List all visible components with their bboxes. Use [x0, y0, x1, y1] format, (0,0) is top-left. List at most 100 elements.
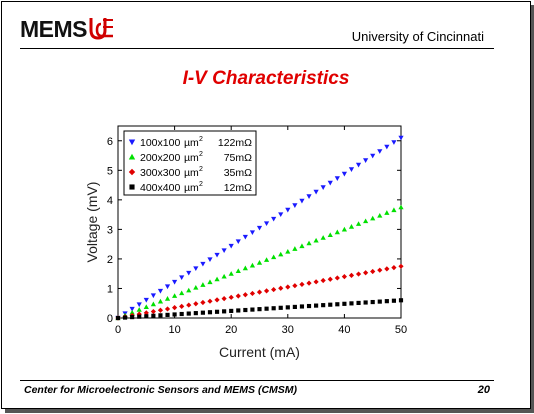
data-point	[320, 277, 326, 284]
data-point	[179, 311, 184, 317]
data-point	[398, 263, 404, 269]
data-point	[370, 268, 376, 275]
data-point	[377, 299, 382, 304]
x-tick-label: 30	[282, 324, 294, 336]
data-point	[384, 144, 390, 150]
legend-unit-label: µm	[184, 182, 199, 194]
data-point	[278, 305, 283, 310]
data-point	[292, 304, 297, 310]
data-point	[242, 234, 248, 240]
x-tick-label: 10	[168, 324, 180, 336]
y-tick-label: 0	[107, 313, 113, 325]
data-point	[391, 140, 397, 145]
data-point	[306, 280, 312, 286]
data-point	[221, 296, 227, 302]
data-point	[335, 302, 340, 307]
plot-frame	[117, 125, 402, 319]
legend-unit-superscript: 2	[199, 181, 203, 188]
data-point	[193, 284, 199, 290]
data-point	[207, 298, 213, 304]
data-point	[285, 305, 290, 310]
data-point	[271, 254, 277, 260]
data-point	[150, 293, 156, 299]
data-point	[377, 149, 383, 154]
legend-size-label: 100x100	[140, 137, 180, 149]
data-point	[348, 272, 355, 278]
data-point	[356, 300, 361, 306]
data-point	[186, 270, 192, 276]
data-point	[299, 304, 305, 309]
legend-size-label: 400x400	[140, 182, 180, 194]
data-point	[249, 262, 256, 268]
legend-marker	[129, 184, 135, 190]
data-point	[200, 310, 205, 315]
series-400x400	[115, 298, 404, 321]
data-point	[236, 308, 241, 313]
data-point	[235, 293, 241, 299]
data-point	[320, 235, 326, 240]
data-point	[341, 274, 347, 280]
y-tick-label: 2	[107, 254, 113, 266]
data-point	[136, 302, 142, 308]
data-point	[334, 176, 340, 181]
data-point	[186, 302, 192, 308]
data-point	[200, 282, 206, 287]
data-point	[157, 307, 164, 313]
y-tick-label: 3	[107, 224, 113, 236]
data-point	[391, 265, 397, 271]
data-point	[207, 279, 213, 285]
data-point	[391, 298, 397, 303]
header-divider	[20, 48, 494, 49]
data-point	[172, 312, 177, 317]
data-point	[243, 307, 248, 313]
slide-title: I-V Characteristics	[182, 68, 350, 89]
x-tick-label: 0	[115, 324, 121, 336]
data-point	[263, 288, 270, 294]
legend-resistance-label: 12mΩ	[224, 182, 252, 194]
data-point	[263, 257, 270, 262]
x-axis-label: Current (mA)	[219, 344, 300, 360]
data-point	[299, 281, 305, 287]
data-point	[327, 232, 333, 238]
data-point	[299, 243, 305, 249]
data-point	[370, 153, 376, 159]
data-point	[256, 289, 263, 295]
data-point	[200, 261, 206, 267]
data-point	[186, 311, 191, 316]
legend-marker	[128, 139, 136, 146]
logo-text: MEMS	[20, 15, 88, 42]
data-point	[320, 185, 326, 190]
legend-marker	[128, 153, 136, 160]
footer-text: Center for Microelectronic Sensors and M…	[24, 384, 298, 396]
data-point	[391, 207, 397, 213]
legend-resistance-label: 122mΩ	[218, 137, 252, 149]
data-point	[278, 212, 284, 217]
slide: MEMS University of Cincinnati I-V Charac…	[1, 1, 531, 409]
data-point	[115, 315, 121, 321]
series-200x200	[115, 204, 404, 321]
data-point	[144, 314, 149, 319]
data-point	[306, 303, 312, 309]
data-point	[157, 298, 164, 304]
data-point	[271, 216, 277, 222]
data-point	[250, 307, 255, 312]
data-point	[370, 215, 376, 221]
data-point	[341, 171, 347, 177]
data-point	[398, 204, 404, 210]
data-point	[285, 248, 291, 254]
data-point	[122, 315, 128, 320]
data-point	[221, 273, 227, 279]
data-point	[157, 288, 164, 294]
data-point	[242, 265, 248, 271]
data-point	[341, 226, 347, 232]
data-point	[228, 294, 234, 300]
page-number: 20	[477, 384, 490, 396]
data-point	[257, 307, 262, 312]
data-point	[179, 275, 185, 281]
data-point	[143, 310, 149, 316]
data-point	[207, 310, 213, 315]
data-point	[242, 292, 248, 298]
data-point	[377, 267, 383, 273]
legend-unit-superscript: 2	[199, 136, 203, 143]
